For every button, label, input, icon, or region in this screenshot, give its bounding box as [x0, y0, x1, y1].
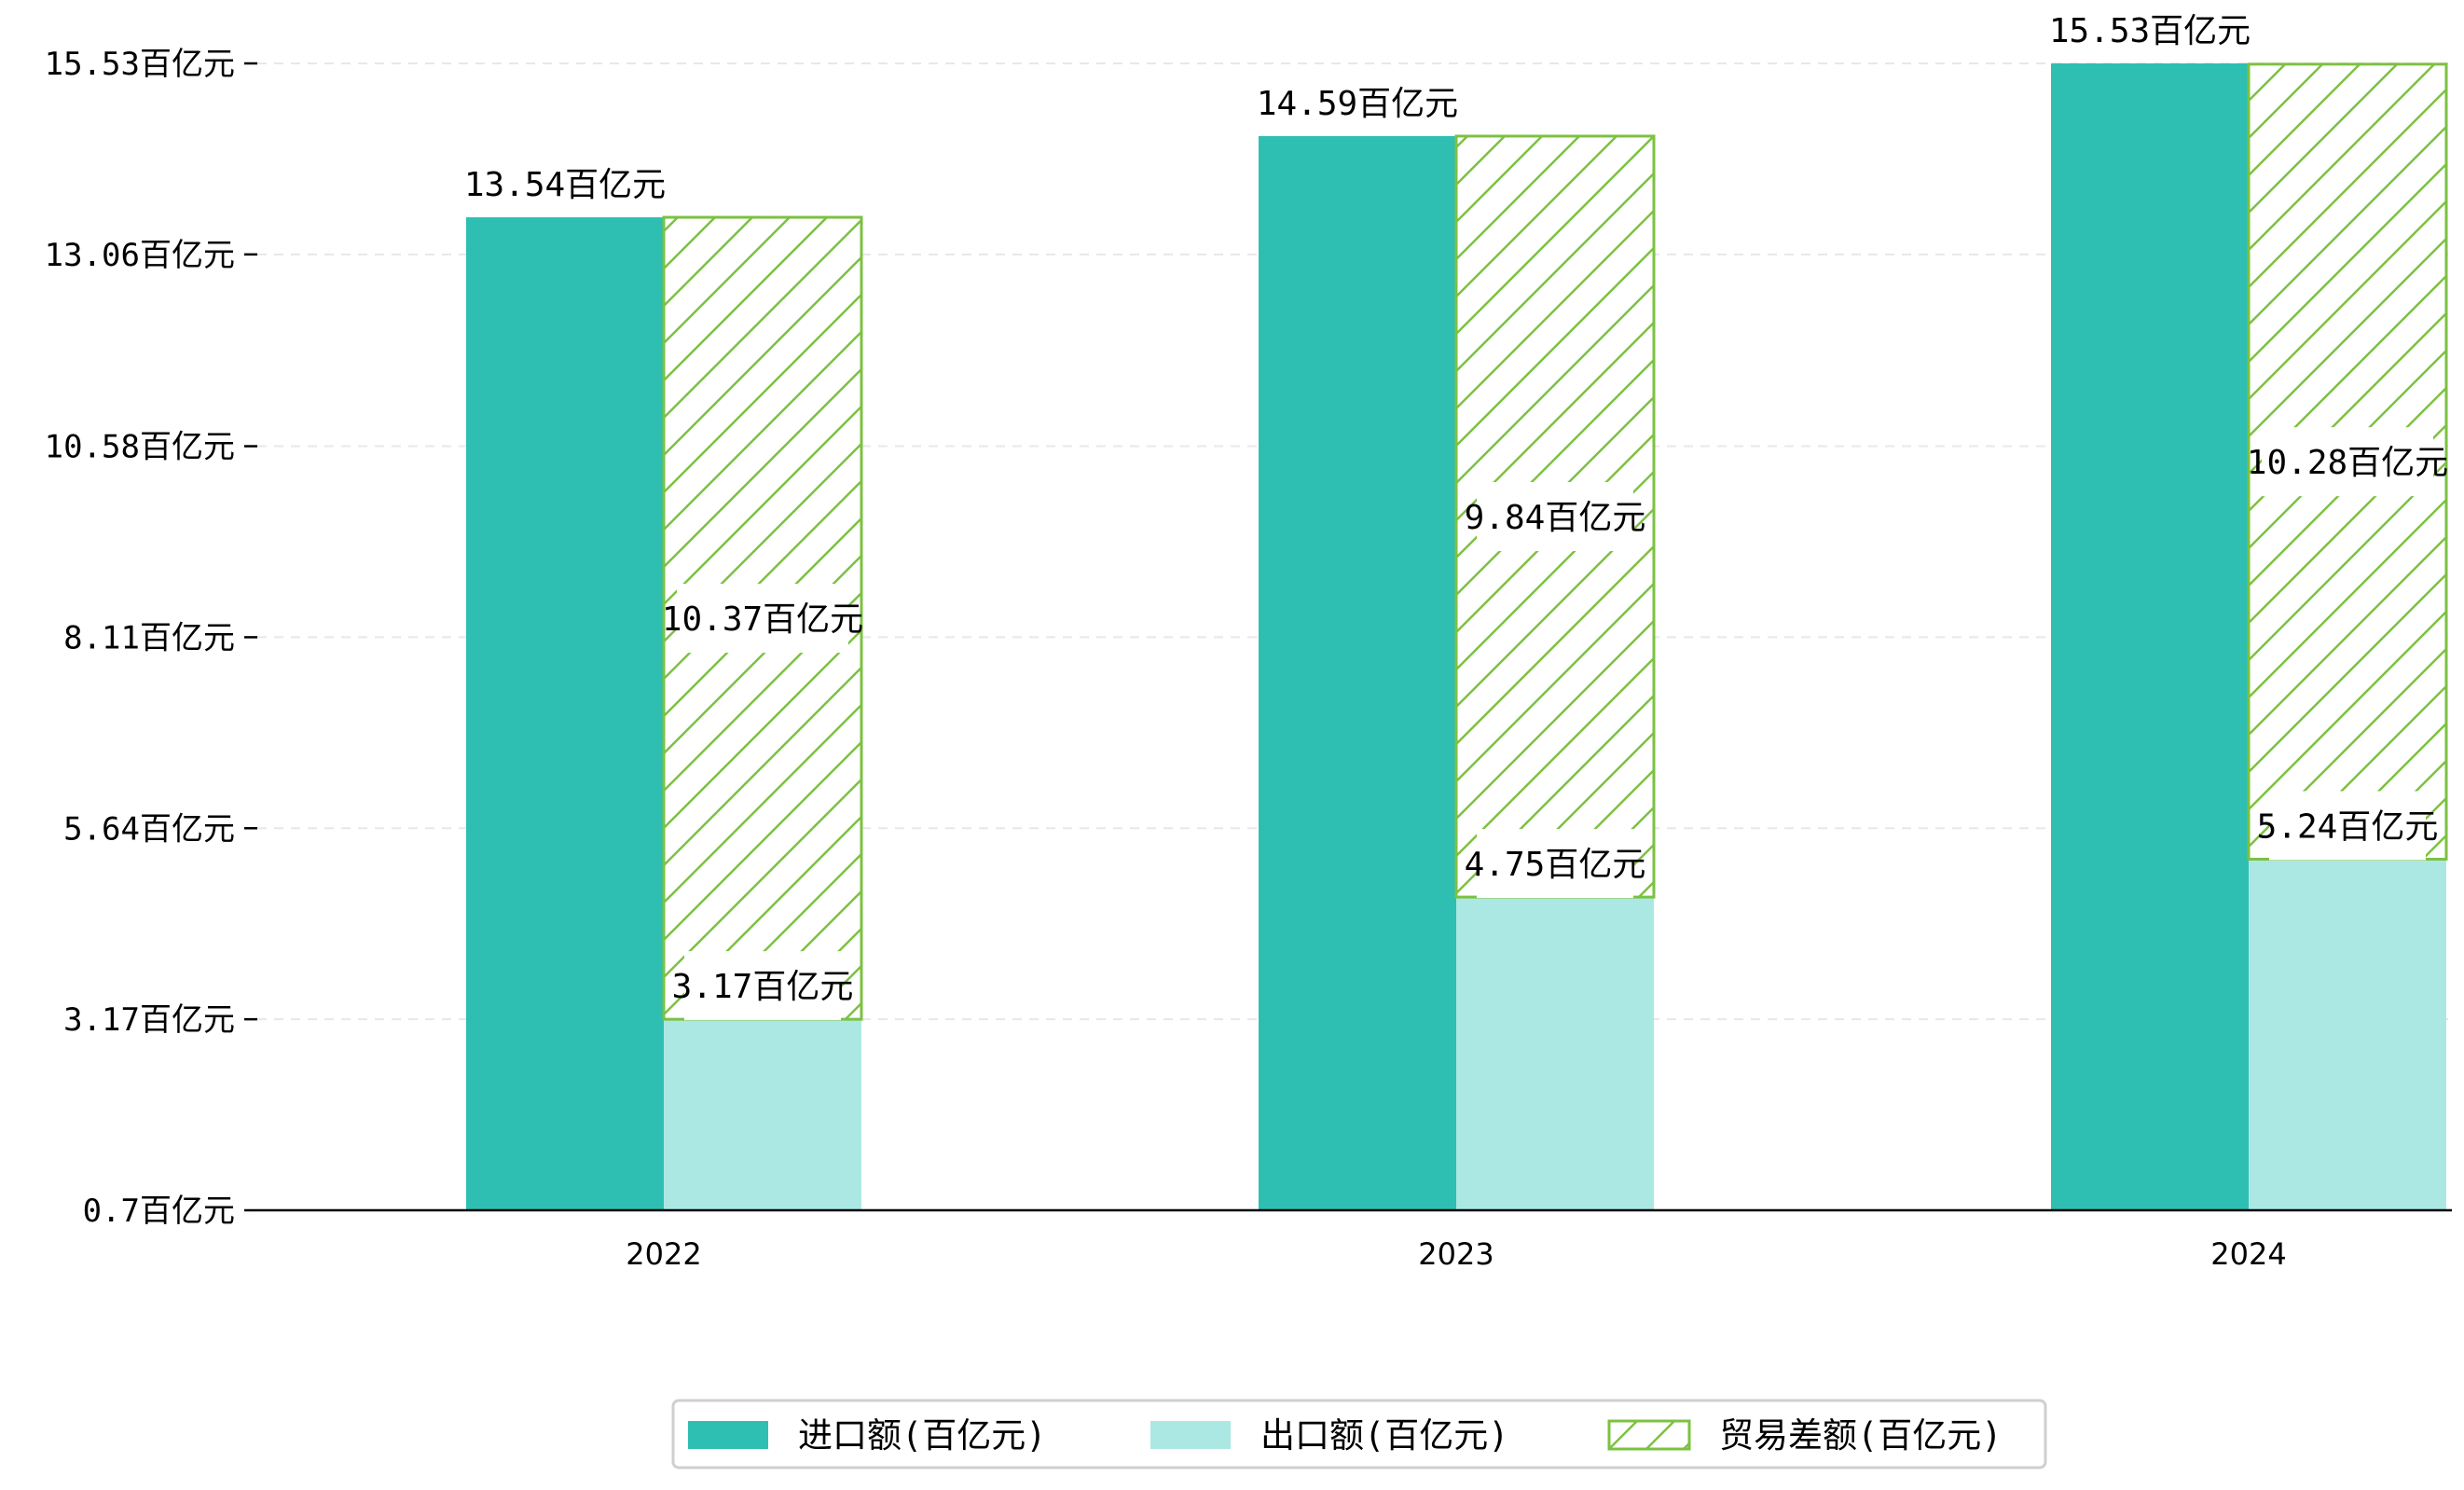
bar-exports-2023 — [1456, 897, 1654, 1210]
bar-imports-2023 — [1259, 135, 1456, 1210]
xtick-label-2024: 2024 — [2210, 1236, 2286, 1272]
label-balance-2023-bg — [1477, 482, 1633, 552]
legend: 进口额(百亿元) 出口额(百亿元) 贸易差额(百亿元) — [671, 1399, 2047, 1469]
label-imports-2022: 13.54百亿元 — [464, 166, 666, 204]
ytick-label: 0.7百亿元 — [83, 1193, 235, 1230]
label-imports-2023: 14.59百亿元 — [1257, 85, 1458, 123]
legend-label-2: 贸易差额(百亿元) — [1719, 1415, 2003, 1456]
label-balance-2024: 10.28百亿元 — [2247, 444, 2448, 482]
label-balance-2023: 9.84百亿元 — [1465, 499, 1646, 537]
ytick-label: 3.17百亿元 — [63, 1001, 235, 1039]
ytick-label: 13.06百亿元 — [45, 237, 235, 274]
bars — [466, 62, 2448, 1211]
legend-swatch-0 — [688, 1421, 768, 1449]
label-imports-2024: 15.53百亿元 — [2049, 12, 2251, 50]
label-exports-2024: 5.24百亿元 — [2257, 807, 2439, 846]
label-exports-2022-bg — [684, 951, 841, 1021]
data-labels: 13.54百亿元 3.17百亿元 10.37百亿元 14.59百亿元 4.75百亿元 9.… — [464, 12, 2448, 1021]
legend-label-1: 出口额(百亿元) — [1260, 1415, 1509, 1456]
xtick-label-2022: 2022 — [626, 1236, 701, 1272]
label-balance-2022-bg — [677, 584, 848, 654]
legend-label-0: 进口额(百亿元) — [798, 1415, 1047, 1456]
label-exports-2023: 4.75百亿元 — [1465, 846, 1646, 884]
bar-imports-2022 — [466, 217, 664, 1211]
xtick-label-2023: 2023 — [1418, 1236, 1494, 1272]
label-balance-2024-bg — [2262, 427, 2433, 497]
ytick-label: 8.11百亿元 — [63, 619, 235, 656]
legend-swatch-2 — [1607, 1419, 1691, 1451]
label-exports-2022: 3.17百亿元 — [672, 968, 854, 1006]
ytick-label: 10.58百亿元 — [45, 429, 235, 466]
axes: 0.7百亿元 3.17百亿元 5.64百亿元 8.11百亿元 10.58百亿元 13.06… — [45, 46, 2452, 1272]
label-exports-2023-bg — [1477, 829, 1633, 899]
ytick-label: 5.64百亿元 — [63, 810, 235, 848]
ytick-label: 15.53百亿元 — [45, 46, 235, 83]
bar-exports-2022 — [664, 1019, 861, 1210]
label-balance-2022: 10.37百亿元 — [662, 600, 863, 639]
legend-box — [671, 1399, 2047, 1469]
label-exports-2024-bg — [2269, 791, 2426, 861]
bar-exports-2024 — [2249, 859, 2446, 1210]
legend-swatch-1 — [1150, 1421, 1231, 1449]
bar-imports-2024 — [2051, 63, 2249, 1210]
